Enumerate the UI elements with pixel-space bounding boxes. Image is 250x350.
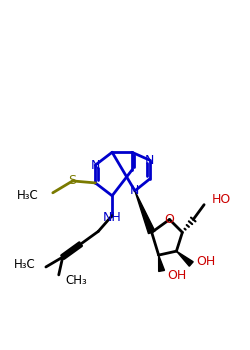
Text: N: N [130, 184, 140, 197]
Text: CH₃: CH₃ [66, 274, 88, 287]
Text: H₃C: H₃C [17, 189, 39, 202]
Text: N: N [91, 159, 100, 172]
Text: HO: HO [212, 193, 231, 206]
Text: NH: NH [103, 211, 122, 224]
Text: N: N [145, 154, 154, 167]
Polygon shape [158, 255, 164, 272]
Text: OH: OH [168, 270, 187, 282]
Polygon shape [135, 191, 155, 234]
Text: S: S [68, 174, 76, 188]
Text: O: O [164, 213, 174, 226]
Text: H₃C: H₃C [14, 258, 36, 271]
Text: OH: OH [196, 254, 216, 267]
Polygon shape [176, 251, 193, 266]
